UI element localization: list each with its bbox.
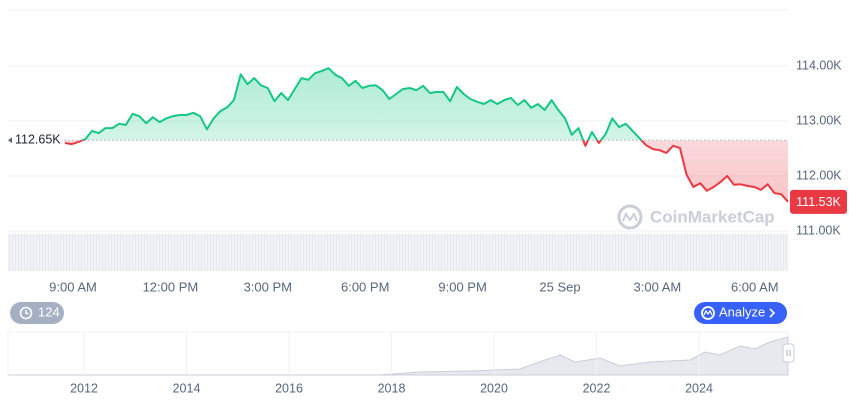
price-line-above bbox=[79, 67, 643, 141]
reference-label-bg bbox=[13, 132, 63, 149]
x-tick-label: 9:00 PM bbox=[438, 279, 486, 294]
reference-marker bbox=[8, 137, 12, 144]
navigator-year: 2024 bbox=[685, 381, 713, 395]
x-tick-label: 6:00 PM bbox=[341, 279, 389, 294]
x-tick-label: 25 Sep bbox=[539, 279, 580, 294]
watermark: CoinMarketCap bbox=[617, 204, 775, 230]
navigator-year: 2014 bbox=[173, 381, 201, 395]
analyze-button-bg[interactable] bbox=[694, 302, 787, 324]
analyze-label[interactable]: Analyze bbox=[719, 304, 765, 319]
navigator-handle[interactable] bbox=[782, 343, 795, 363]
last-price-badge bbox=[790, 189, 847, 214]
navigator-year: 2020 bbox=[480, 381, 508, 395]
analyze-button[interactable]: Analyze bbox=[694, 302, 787, 324]
volume-strip bbox=[8, 234, 788, 271]
y-tick-label: 113.00K bbox=[796, 113, 842, 127]
navigator-year: 2018 bbox=[378, 381, 406, 395]
history-count[interactable]: 124 bbox=[38, 304, 60, 319]
navigator[interactable] bbox=[7, 331, 795, 376]
last-price-label: 111.53K bbox=[796, 195, 841, 209]
y-tick-label: 112.00K bbox=[796, 168, 842, 182]
reference-label: 112.65K bbox=[15, 133, 61, 147]
navigator-frame[interactable] bbox=[7, 331, 789, 376]
price-line-below bbox=[64, 140, 789, 203]
x-tick-label: 9:00 AM bbox=[49, 279, 97, 294]
y-tick-label: 114.00K bbox=[796, 58, 842, 72]
area-below bbox=[65, 140, 788, 202]
x-tick-label: 3:00 PM bbox=[244, 279, 292, 294]
x-tick-label: 6:00 AM bbox=[731, 279, 779, 294]
x-tick-label: 12:00 PM bbox=[143, 279, 199, 294]
y-tick-label: 111.00K bbox=[796, 223, 841, 237]
watermark-text: CoinMarketCap bbox=[650, 207, 775, 226]
history-button[interactable]: 124 bbox=[10, 302, 64, 324]
x-tick-label: 3:00 AM bbox=[634, 279, 682, 294]
navigator-year: 2012 bbox=[70, 381, 98, 395]
navigator-year: 2022 bbox=[583, 381, 611, 395]
area-above bbox=[65, 68, 788, 141]
navigator-year: 2016 bbox=[275, 381, 303, 395]
navigator-area bbox=[8, 336, 789, 376]
